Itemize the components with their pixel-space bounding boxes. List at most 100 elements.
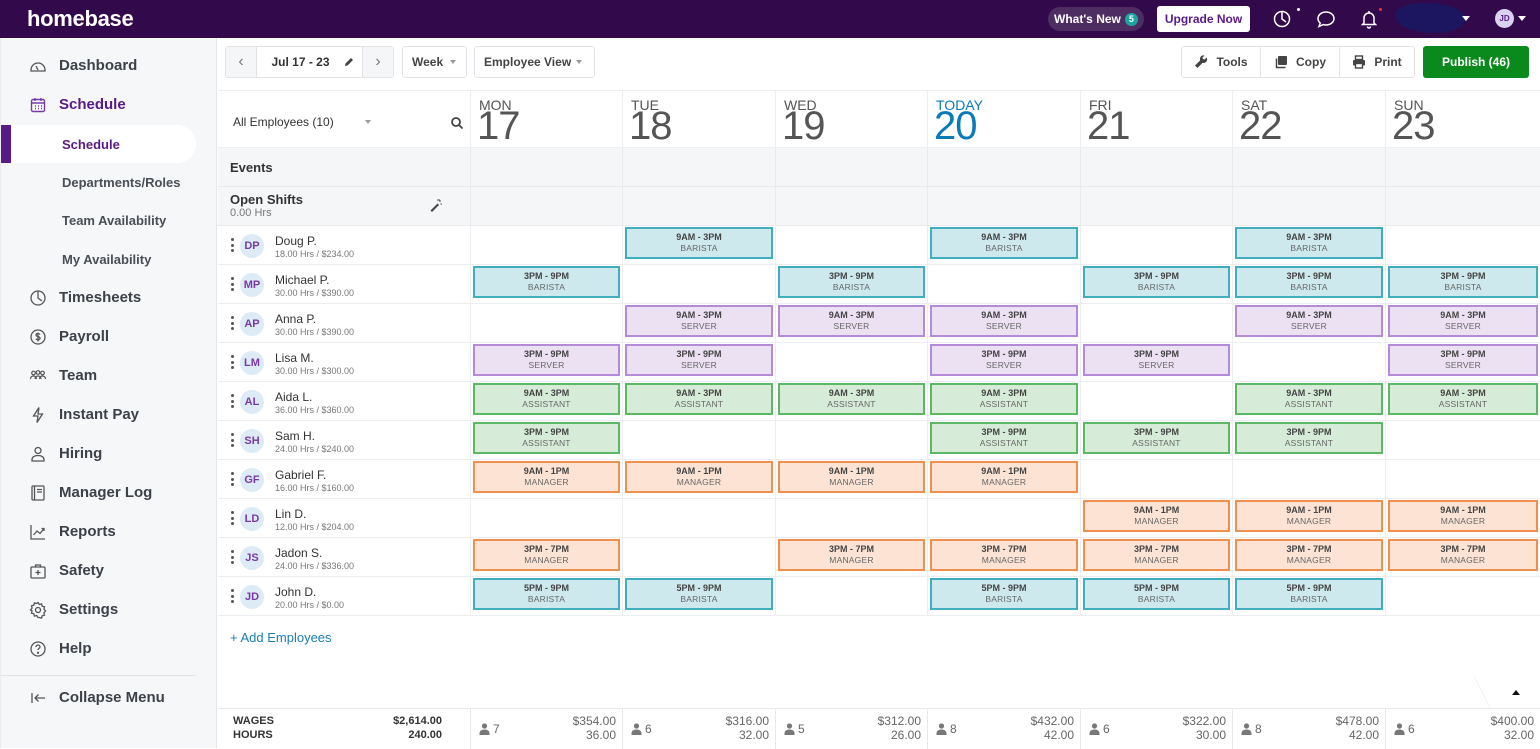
user-avatar[interactable]: JD — [1495, 9, 1514, 28]
sidebar-item-instant-pay[interactable]: Instant Pay — [1, 395, 217, 434]
shift-block[interactable]: 3PM - 7PM MANAGER — [1388, 539, 1538, 571]
shift-block[interactable]: 9AM - 1PM MANAGER — [473, 461, 620, 493]
events-cell[interactable] — [1232, 148, 1385, 186]
events-cell[interactable] — [470, 148, 622, 186]
schedule-cell[interactable]: 9AM - 1PM MANAGER — [622, 460, 775, 498]
print-button[interactable]: Print — [1340, 47, 1414, 77]
employee-info[interactable]: SH Sam H. 24.00 Hrs / $240.00 — [218, 421, 470, 459]
schedule-cell[interactable] — [1385, 460, 1540, 498]
shift-block[interactable]: 3PM - 7PM MANAGER — [1083, 539, 1230, 571]
shift-block[interactable]: 3PM - 9PM SERVER — [473, 344, 620, 376]
time-clock-icon[interactable] — [1272, 9, 1292, 29]
schedule-cell[interactable]: 3PM - 9PM ASSISTANT — [1232, 421, 1385, 459]
shift-block[interactable]: 9AM - 1PM MANAGER — [778, 461, 925, 493]
open-shift-cell[interactable] — [775, 187, 927, 225]
sidebar-item-payroll[interactable]: Payroll — [1, 317, 217, 356]
schedule-cell[interactable]: 3PM - 9PM SERVER — [470, 343, 622, 381]
schedule-cell[interactable]: 9AM - 1PM MANAGER — [470, 460, 622, 498]
kebab-menu-icon[interactable] — [230, 316, 234, 330]
shift-block[interactable]: 9AM - 3PM ASSISTANT — [625, 383, 773, 415]
sidebar-item-hiring[interactable]: Hiring — [1, 434, 217, 473]
shift-block[interactable]: 9AM - 3PM SERVER — [778, 305, 925, 337]
kebab-menu-icon[interactable] — [230, 433, 234, 447]
schedule-cell[interactable]: 3PM - 9PM ASSISTANT — [927, 421, 1080, 459]
shift-block[interactable]: 9AM - 3PM SERVER — [625, 305, 773, 337]
schedule-cell[interactable]: 3PM - 9PM ASSISTANT — [1080, 421, 1232, 459]
schedule-cell[interactable] — [927, 499, 1080, 537]
shift-block[interactable]: 9AM - 3PM ASSISTANT — [1235, 383, 1383, 415]
schedule-cell[interactable] — [622, 499, 775, 537]
sidebar-item-manager-log[interactable]: Manager Log — [1, 473, 217, 512]
schedule-cell[interactable]: 9AM - 3PM ASSISTANT — [927, 382, 1080, 420]
copy-button[interactable]: Copy — [1261, 47, 1340, 77]
employee-info[interactable]: AP Anna P. 30.00 Hrs / $390.00 — [218, 304, 470, 342]
sidebar-item-timesheets[interactable]: Timesheets — [1, 278, 217, 317]
shift-block[interactable]: 5PM - 9PM BARISTA — [625, 578, 773, 610]
open-shift-cell[interactable] — [1080, 187, 1232, 225]
shift-block[interactable]: 3PM - 9PM ASSISTANT — [1235, 422, 1383, 454]
tools-button[interactable]: Tools — [1182, 47, 1261, 77]
shift-block[interactable]: 3PM - 9PM BARISTA — [1235, 266, 1383, 298]
schedule-cell[interactable] — [1080, 382, 1232, 420]
schedule-cell[interactable] — [1385, 577, 1540, 615]
kebab-menu-icon[interactable] — [230, 511, 234, 525]
schedule-cell[interactable]: 9AM - 1PM MANAGER — [927, 460, 1080, 498]
shift-block[interactable]: 3PM - 9PM SERVER — [1388, 344, 1538, 376]
sidebar-subitem-my-availability[interactable]: My Availability — [62, 251, 152, 267]
shift-block[interactable]: 9AM - 1PM MANAGER — [1388, 500, 1538, 532]
shift-block[interactable]: 9AM - 3PM SERVER — [1235, 305, 1383, 337]
schedule-cell[interactable]: 9AM - 3PM ASSISTANT — [470, 382, 622, 420]
day-header-sat[interactable]: SAT 22 — [1232, 91, 1385, 149]
shift-block[interactable]: 9AM - 3PM ASSISTANT — [778, 383, 925, 415]
upgrade-now-button[interactable]: Upgrade Now — [1157, 6, 1250, 32]
schedule-cell[interactable]: 9AM - 3PM ASSISTANT — [1232, 382, 1385, 420]
shift-block[interactable]: 9AM - 1PM MANAGER — [625, 461, 773, 493]
day-header-tue[interactable]: TUE 18 — [622, 91, 775, 149]
kebab-menu-icon[interactable] — [230, 550, 234, 564]
employee-info[interactable]: GF Gabriel F. 16.00 Hrs / $160.00 — [218, 460, 470, 498]
whats-new-button[interactable]: What's New 5 — [1048, 7, 1144, 31]
employee-info[interactable]: DP Doug P. 18.00 Hrs / $234.00 — [218, 226, 470, 264]
shift-block[interactable]: 9AM - 3PM ASSISTANT — [1388, 383, 1538, 415]
collapse-footer-toggle[interactable] — [1474, 676, 1540, 708]
shift-block[interactable]: 3PM - 9PM ASSISTANT — [473, 422, 620, 454]
schedule-cell[interactable]: 9AM - 3PM BARISTA — [622, 226, 775, 264]
shift-block[interactable]: 9AM - 3PM SERVER — [1388, 305, 1538, 337]
schedule-cell[interactable]: 9AM - 3PM SERVER — [927, 304, 1080, 342]
schedule-cell[interactable]: 5PM - 9PM BARISTA — [622, 577, 775, 615]
schedule-cell[interactable] — [775, 343, 927, 381]
schedule-cell[interactable]: 9AM - 1PM MANAGER — [1385, 499, 1540, 537]
shift-block[interactable]: 3PM - 9PM SERVER — [625, 344, 773, 376]
open-shift-cell[interactable] — [622, 187, 775, 225]
sidebar-item-reports[interactable]: Reports — [1, 512, 217, 551]
schedule-cell[interactable]: 3PM - 7PM MANAGER — [775, 538, 927, 576]
schedule-cell[interactable]: 3PM - 7PM MANAGER — [470, 538, 622, 576]
shift-block[interactable]: 3PM - 7PM MANAGER — [930, 539, 1078, 571]
day-header-mon[interactable]: MON 17 — [470, 91, 622, 149]
shift-block[interactable]: 9AM - 1PM MANAGER — [930, 461, 1078, 493]
schedule-cell[interactable]: 5PM - 9PM BARISTA — [1232, 577, 1385, 615]
kebab-menu-icon[interactable] — [230, 589, 234, 603]
schedule-cell[interactable]: 9AM - 1PM MANAGER — [775, 460, 927, 498]
schedule-cell[interactable] — [1385, 226, 1540, 264]
open-shift-cell[interactable] — [1232, 187, 1385, 225]
open-shift-cell[interactable] — [470, 187, 622, 225]
schedule-cell[interactable]: 3PM - 9PM SERVER — [622, 343, 775, 381]
shift-block[interactable]: 9AM - 3PM BARISTA — [1235, 227, 1383, 259]
schedule-cell[interactable]: 3PM - 7PM MANAGER — [1232, 538, 1385, 576]
schedule-cell[interactable] — [622, 421, 775, 459]
schedule-cell[interactable]: 5PM - 9PM BARISTA — [1080, 577, 1232, 615]
location-dropdown-caret-icon[interactable] — [1462, 16, 1470, 21]
shift-block[interactable]: 3PM - 7PM MANAGER — [1235, 539, 1383, 571]
kebab-menu-icon[interactable] — [230, 472, 234, 486]
schedule-cell[interactable] — [1080, 460, 1232, 498]
shift-block[interactable]: 3PM - 7PM MANAGER — [473, 539, 620, 571]
schedule-cell[interactable]: 3PM - 9PM SERVER — [1080, 343, 1232, 381]
kebab-menu-icon[interactable] — [230, 355, 234, 369]
schedule-cell[interactable] — [927, 265, 1080, 303]
employee-info[interactable]: JS Jadon S. 24.00 Hrs / $336.00 — [218, 538, 470, 576]
schedule-cell[interactable] — [622, 265, 775, 303]
sidebar-item-schedule[interactable]: Schedule — [1, 85, 217, 124]
employee-info[interactable]: LM Lisa M. 30.00 Hrs / $300.00 — [218, 343, 470, 381]
open-shift-cell[interactable] — [927, 187, 1080, 225]
